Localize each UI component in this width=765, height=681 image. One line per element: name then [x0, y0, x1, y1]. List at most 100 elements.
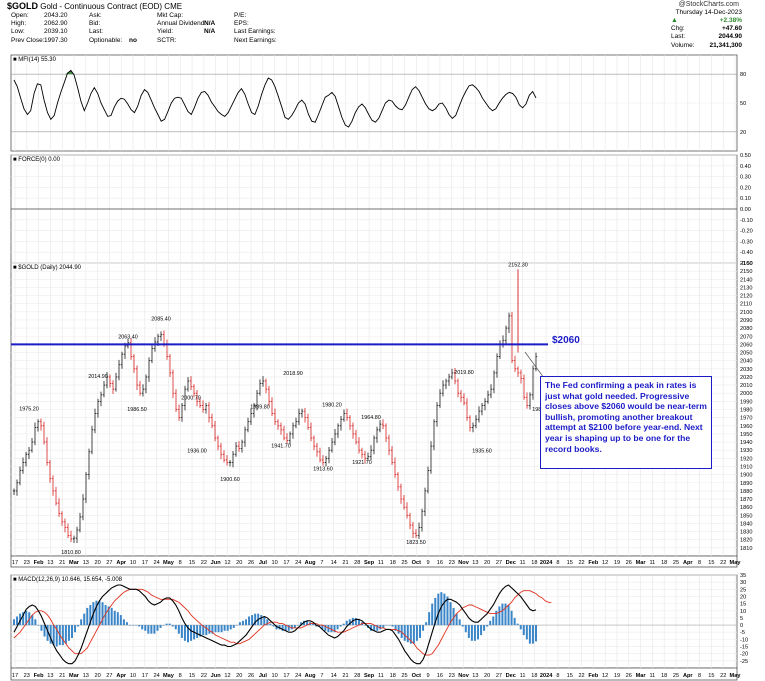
macd-histogram-bar	[400, 625, 403, 638]
open-value: 2043.20	[44, 12, 68, 19]
last-earnings-label: Last Earnings:	[234, 28, 276, 36]
macd-histogram-bar	[104, 605, 107, 626]
macd-histogram-bar	[504, 603, 507, 626]
y-tick-label: 2090	[740, 318, 752, 324]
commentary-callout: The Fed confirming a peak in rates is ju…	[540, 376, 712, 469]
date-tick-label: 28	[354, 560, 360, 566]
date-tick-label: 20	[236, 560, 242, 566]
y-tick-label: 1980	[740, 408, 752, 414]
macd-histogram-bar	[461, 625, 464, 627]
macd-histogram-bar	[321, 625, 324, 630]
macd-histogram-bar	[135, 625, 138, 626]
date-tick-label: 15	[567, 560, 573, 566]
mfi-line	[13, 69, 537, 128]
macd-histogram-bar	[510, 610, 513, 626]
macd-histogram-bar	[278, 625, 281, 630]
macd-histogram-bar	[196, 625, 199, 638]
y-tick-label: 1940	[740, 440, 752, 446]
macd-histogram-bar	[168, 623, 171, 626]
macd-histogram-bar	[107, 606, 110, 626]
macd-histogram-bar	[83, 613, 86, 626]
price-annotation: 1989.80	[250, 405, 270, 411]
macd-histogram-bar	[299, 622, 302, 626]
eps-label: EPS:	[234, 20, 249, 28]
symbol: $GOLD	[7, 1, 39, 11]
y-tick-label: -0.40	[740, 250, 753, 256]
ask-label: Ask:	[89, 12, 102, 19]
y-tick-label: 2080	[740, 326, 752, 332]
y-tick-label: 1850	[740, 513, 752, 519]
macd-histogram-bar	[394, 625, 397, 631]
price-annotation: 1936.00	[187, 448, 207, 454]
volume-value: 21,341,300	[709, 41, 742, 49]
macd-histogram-bar	[437, 593, 440, 626]
y-tick-label: 1960	[740, 424, 752, 430]
resistance-level-label: $2060	[552, 335, 580, 346]
date-tick-label: 22	[720, 560, 726, 566]
macd-histogram-bar	[229, 625, 232, 630]
macd-histogram-bar	[223, 625, 226, 631]
macd-histogram-bar	[492, 616, 495, 626]
y-tick-label: 1830	[740, 530, 752, 536]
date-tick-label: May	[730, 673, 742, 679]
chg-value: +47.60	[721, 25, 742, 33]
macd-histogram-bar	[98, 600, 101, 626]
date-tick-label: 8	[698, 673, 701, 679]
y-tick-label: -25	[740, 659, 748, 665]
y-tick-label: 20	[740, 594, 746, 600]
y-tick-label: 2160	[740, 261, 752, 267]
last-price-value: 2044.90	[718, 33, 743, 41]
chg-label: Chg:	[671, 25, 685, 33]
date-tick-label: 10	[130, 560, 136, 566]
date-tick-label: 12	[224, 673, 230, 679]
macd-histogram-bar	[364, 625, 367, 626]
macd-histogram-bar	[342, 623, 345, 626]
macd-histogram-bar	[49, 625, 52, 644]
macd-histogram-bar	[122, 619, 125, 626]
date-tick-label: Oct	[412, 673, 421, 679]
macd-histogram-bar	[245, 619, 247, 626]
macd-histogram-bar	[446, 596, 449, 626]
dividend-label: Annual Dividend:	[157, 20, 207, 28]
date-tick-label: Nov	[458, 673, 469, 679]
macd-histogram-bar	[86, 607, 89, 626]
macd-histogram-bar	[272, 625, 275, 627]
price-annotation: 1980.20	[322, 402, 342, 408]
y-tick-label: -0.30	[740, 239, 753, 245]
date-tick-label: 7	[320, 560, 323, 566]
date-tick-label: 12	[602, 560, 608, 566]
macd-histogram-bar	[238, 622, 241, 626]
date-tick-label: 21	[342, 560, 348, 566]
open-label: Open:	[11, 12, 29, 19]
y-tick-label: -0.20	[740, 229, 753, 235]
date-axis	[10, 667, 738, 681]
date-tick-label: 23	[449, 560, 455, 566]
low-label: Low:	[11, 28, 25, 36]
date-tick-label: Feb	[34, 560, 45, 566]
date-tick-label: 23	[24, 673, 30, 679]
y-tick-label: -10	[740, 637, 748, 643]
date-tick-label: 20	[484, 673, 490, 679]
macd-histogram-bar	[431, 603, 434, 626]
date-tick-label: 25	[401, 673, 407, 679]
date-tick-label: 27	[106, 560, 112, 566]
macd-histogram-bar	[388, 625, 391, 626]
macd-histogram-bar	[183, 625, 186, 641]
y-tick-label: 2060	[740, 342, 752, 348]
high-label: High:	[11, 20, 27, 28]
date-tick-label: 15	[189, 560, 195, 566]
macd-histogram-bar	[470, 625, 473, 641]
date-tick-label: Dec	[506, 673, 516, 679]
macd-histogram-bar	[211, 625, 214, 634]
quote-date: Thursday 14-Dec-2023	[675, 9, 742, 16]
y-tick-label: 0.10	[740, 196, 751, 202]
macd-histogram-bar	[220, 625, 223, 633]
macd-histogram-bar	[165, 623, 168, 626]
macd-histogram-bar	[156, 625, 159, 631]
date-tick-label: 27	[496, 673, 502, 679]
date-tick-label: 8	[698, 560, 701, 566]
date-tick-label: Feb	[34, 673, 45, 679]
date-tick-label: May	[163, 673, 175, 679]
macd-histogram-bar	[330, 625, 333, 633]
